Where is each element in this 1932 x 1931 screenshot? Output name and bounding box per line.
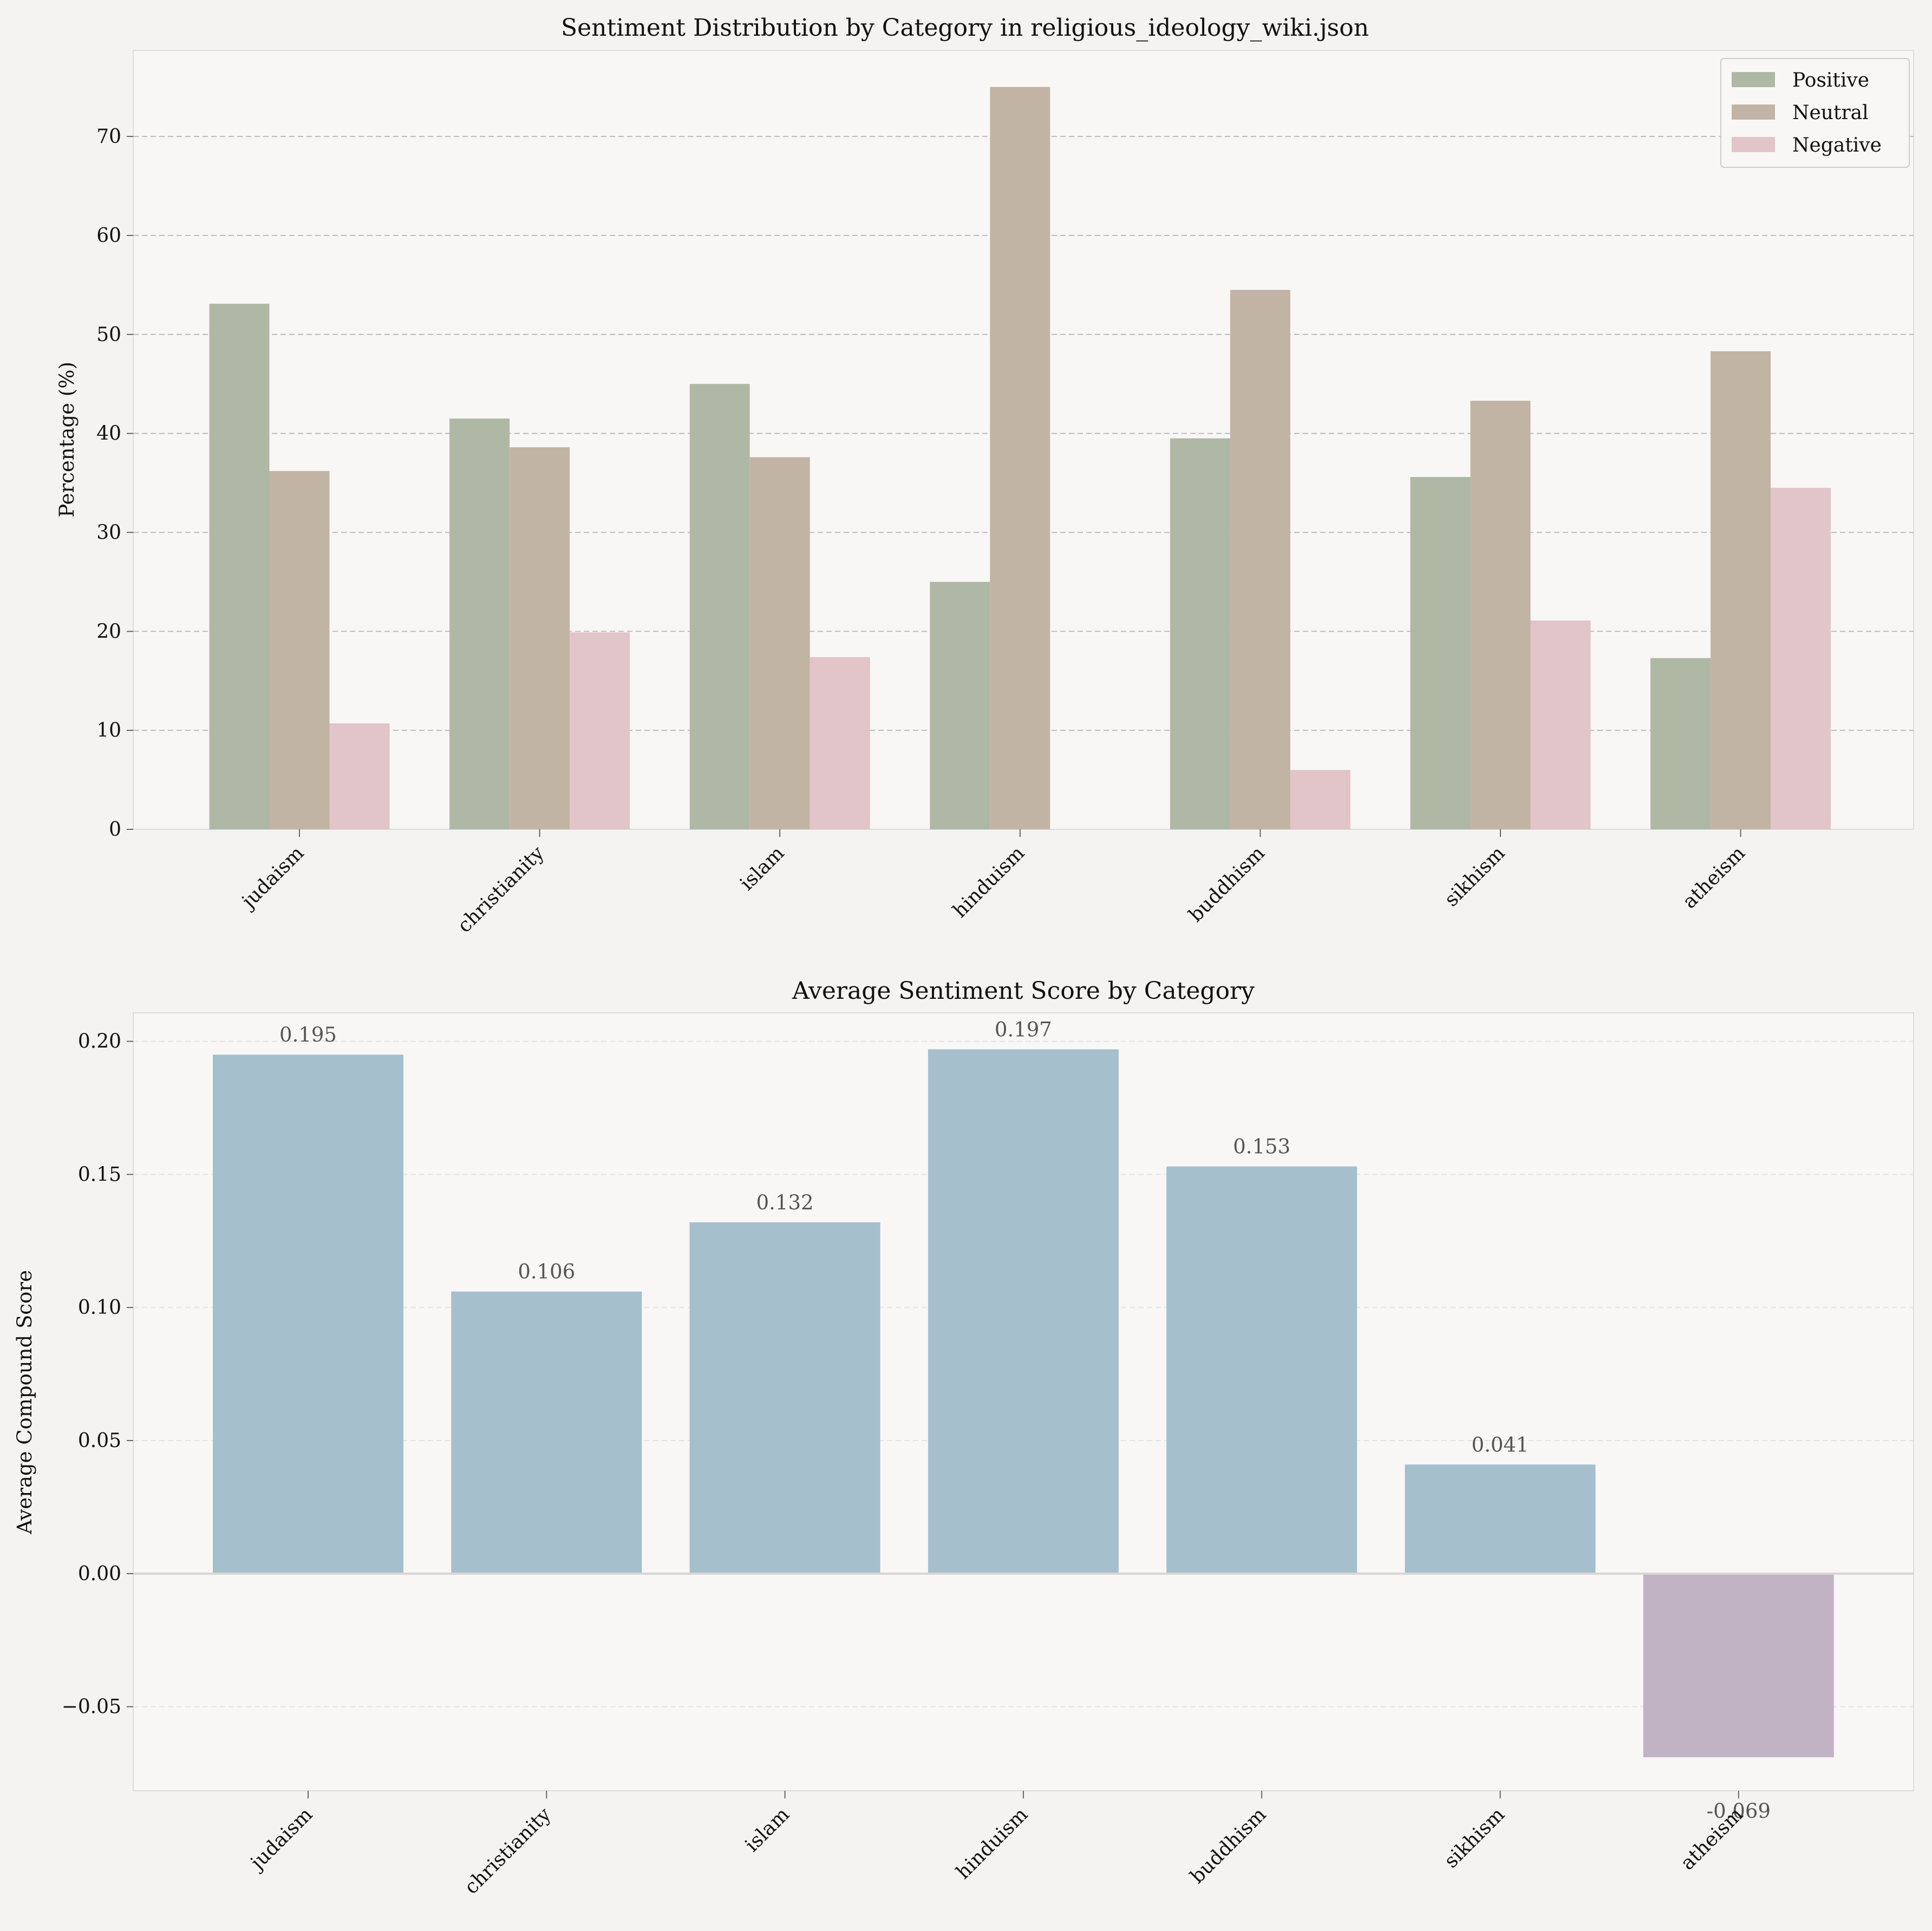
top-chart-title: Sentiment Distribution by Category in re… bbox=[561, 14, 1369, 42]
bar-positive-judaism bbox=[209, 304, 270, 829]
value-label-sikhism: 0.041 bbox=[1472, 1433, 1529, 1456]
bottom-bars: 0.195 0.106 0.132 0.197 0.153 0.041 -0.069 bbox=[133, 1018, 1914, 1823]
bar-score-sikhism bbox=[1405, 1464, 1596, 1574]
legend-swatch-neutral bbox=[1732, 104, 1775, 120]
bar-score-judaism bbox=[213, 1055, 403, 1574]
bar-negative-christianity bbox=[570, 632, 630, 829]
y-tick-label: 0.15 bbox=[78, 1163, 121, 1186]
bar-score-islam bbox=[689, 1222, 880, 1574]
bottom-y-axis-ticks: −0.05 0.00 0.05 0.10 0.15 0.20 bbox=[62, 1031, 133, 1718]
bar-neutral-hinduism bbox=[990, 87, 1050, 830]
y-tick-label: 20 bbox=[96, 620, 121, 643]
bar-neutral-judaism bbox=[269, 471, 330, 829]
y-tick-label: 70 bbox=[96, 126, 121, 148]
value-label-judaism: 0.195 bbox=[279, 1023, 337, 1046]
value-label-atheism: -0.069 bbox=[1707, 1799, 1771, 1823]
y-tick-label: −0.05 bbox=[62, 1696, 121, 1718]
legend-swatch-negative bbox=[1732, 137, 1775, 152]
bar-score-buddhism bbox=[1166, 1166, 1357, 1574]
legend-label-negative: Negative bbox=[1792, 134, 1882, 156]
bar-score-christianity bbox=[451, 1291, 642, 1574]
top-bars bbox=[209, 87, 1831, 830]
y-tick-label: 0.10 bbox=[78, 1297, 121, 1319]
y-tick-label: 0.05 bbox=[78, 1430, 121, 1452]
value-label-islam: 0.132 bbox=[756, 1191, 814, 1214]
bar-neutral-islam bbox=[749, 457, 810, 829]
bar-negative-sikhism bbox=[1530, 620, 1591, 829]
bar-score-atheism bbox=[1643, 1573, 1834, 1758]
y-tick-label: 10 bbox=[96, 719, 121, 742]
bar-negative-islam bbox=[810, 657, 870, 829]
bar-neutral-sikhism bbox=[1470, 401, 1531, 829]
bar-positive-christianity bbox=[449, 418, 510, 829]
bar-negative-judaism bbox=[329, 723, 390, 829]
y-tick-label: 50 bbox=[96, 324, 121, 346]
value-label-christianity: 0.106 bbox=[518, 1260, 575, 1284]
bar-score-hinduism bbox=[928, 1049, 1119, 1574]
top-legend: Positive Neutral Negative bbox=[1720, 58, 1910, 168]
bottom-gridlines bbox=[133, 1040, 1914, 1707]
value-label-buddhism: 0.153 bbox=[1233, 1135, 1290, 1158]
bar-positive-sikhism bbox=[1410, 477, 1471, 829]
y-tick-label: 0 bbox=[109, 819, 121, 841]
bar-positive-hinduism bbox=[930, 581, 990, 829]
bar-positive-atheism bbox=[1650, 658, 1711, 829]
y-tick-label: 0.00 bbox=[78, 1563, 121, 1585]
bar-negative-atheism bbox=[1771, 488, 1831, 829]
y-tick-label: 30 bbox=[96, 521, 121, 544]
value-label-hinduism: 0.197 bbox=[995, 1018, 1052, 1041]
bar-neutral-atheism bbox=[1711, 351, 1771, 829]
bottom-y-axis-label: Average Compound Score bbox=[13, 1270, 36, 1535]
bar-positive-buddhism bbox=[1170, 438, 1230, 829]
average-sentiment-chart: 0.195 0.106 0.132 0.197 0.153 0.041 -0.069 −0.… bbox=[13, 977, 1914, 1899]
y-tick-label: 60 bbox=[96, 225, 121, 247]
top-y-axis-label: Percentage (%) bbox=[55, 362, 79, 518]
legend-label-neutral: Neutral bbox=[1792, 102, 1869, 124]
legend-swatch-positive bbox=[1732, 72, 1775, 87]
bar-negative-buddhism bbox=[1290, 770, 1350, 829]
bar-neutral-buddhism bbox=[1230, 290, 1290, 829]
legend-label-positive: Positive bbox=[1792, 69, 1869, 91]
bar-neutral-christianity bbox=[510, 447, 570, 829]
top-gridlines bbox=[133, 136, 1914, 731]
bar-positive-islam bbox=[689, 384, 750, 829]
y-tick-label: 0.20 bbox=[78, 1031, 121, 1053]
top-y-axis-ticks: 0 10 20 30 40 50 60 70 bbox=[96, 126, 133, 841]
bottom-chart-title: Average Sentiment Score by Category bbox=[792, 977, 1255, 1005]
y-tick-label: 40 bbox=[96, 423, 121, 445]
